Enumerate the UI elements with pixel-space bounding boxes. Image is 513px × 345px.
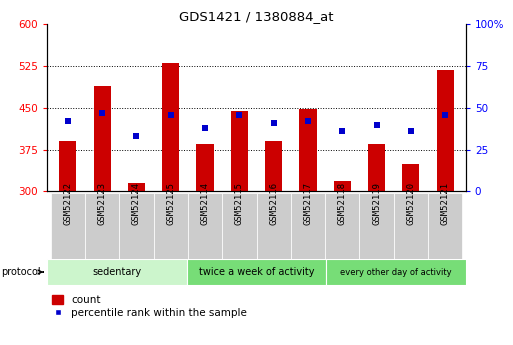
Point <box>441 112 449 117</box>
Bar <box>119 193 153 259</box>
Bar <box>47 259 187 285</box>
Bar <box>128 183 145 191</box>
Text: sedentary: sedentary <box>92 267 142 277</box>
Bar <box>360 193 394 259</box>
Bar <box>162 63 180 191</box>
Point <box>304 118 312 124</box>
Bar <box>153 193 188 259</box>
Bar <box>402 164 420 191</box>
Text: GSM52119: GSM52119 <box>372 182 381 225</box>
Point <box>269 120 278 126</box>
Bar <box>188 193 222 259</box>
Bar <box>265 141 282 191</box>
Bar <box>325 193 360 259</box>
Bar <box>326 259 466 285</box>
Point <box>407 128 415 134</box>
Point <box>338 128 346 134</box>
Point <box>235 112 244 117</box>
Bar <box>51 193 85 259</box>
Bar <box>428 193 462 259</box>
Title: GDS1421 / 1380884_at: GDS1421 / 1380884_at <box>179 10 334 23</box>
Point <box>64 118 72 124</box>
Text: GSM52114: GSM52114 <box>201 182 209 225</box>
Bar <box>291 193 325 259</box>
Bar <box>187 259 326 285</box>
Bar <box>196 144 213 191</box>
Bar <box>85 193 119 259</box>
Bar <box>300 109 317 191</box>
Text: every other day of activity: every other day of activity <box>340 267 452 277</box>
Text: GSM52115: GSM52115 <box>235 182 244 225</box>
Text: GSM52120: GSM52120 <box>406 182 416 225</box>
Bar <box>231 111 248 191</box>
Text: GSM52121: GSM52121 <box>441 182 450 225</box>
Bar <box>437 70 454 191</box>
Legend: count, percentile rank within the sample: count, percentile rank within the sample <box>52 295 247 318</box>
Bar <box>59 141 76 191</box>
Bar <box>222 193 256 259</box>
Bar <box>333 181 351 191</box>
Text: GSM52118: GSM52118 <box>338 182 347 225</box>
Text: GSM52117: GSM52117 <box>304 182 312 225</box>
Bar <box>93 86 111 191</box>
Point <box>98 110 106 116</box>
Text: GSM52124: GSM52124 <box>132 182 141 225</box>
Point <box>372 122 381 127</box>
Text: GSM52116: GSM52116 <box>269 182 278 225</box>
Bar <box>256 193 291 259</box>
Text: GSM52123: GSM52123 <box>97 182 107 225</box>
Point <box>132 134 141 139</box>
Text: GSM52125: GSM52125 <box>166 182 175 225</box>
Point <box>201 125 209 131</box>
Text: GSM52122: GSM52122 <box>63 182 72 225</box>
Text: protocol: protocol <box>1 267 43 277</box>
Text: twice a week of activity: twice a week of activity <box>199 267 314 277</box>
Point <box>167 112 175 117</box>
Bar <box>394 193 428 259</box>
Bar <box>368 144 385 191</box>
